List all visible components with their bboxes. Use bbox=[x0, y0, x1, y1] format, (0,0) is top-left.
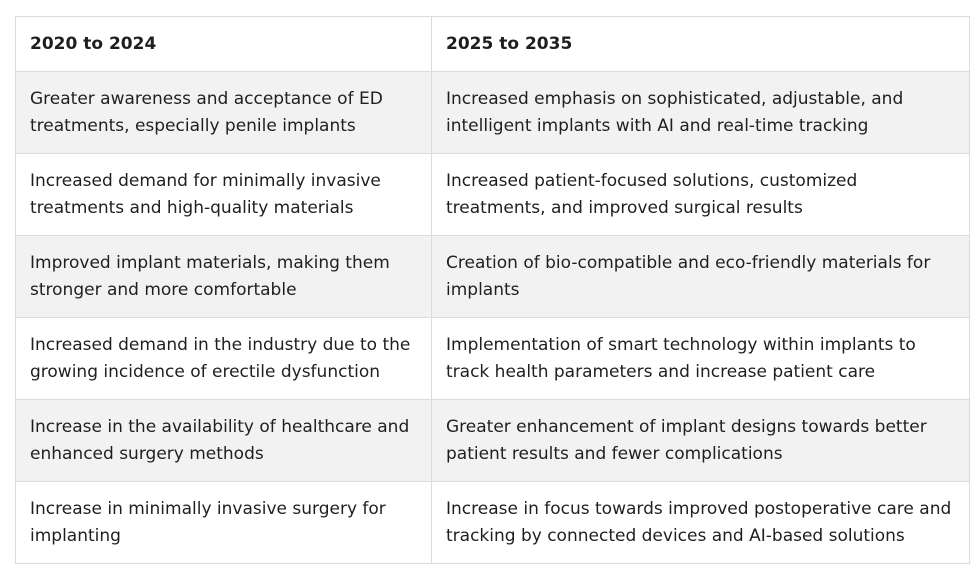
table-cell: Greater enhancement of implant designs t… bbox=[431, 399, 970, 482]
table-row: Greater awareness and acceptance of ED t… bbox=[15, 71, 970, 154]
table-row: Increased demand for minimally invasive … bbox=[15, 153, 970, 236]
table-cell: Increase in minimally invasive surgery f… bbox=[15, 481, 432, 564]
table-cell: Increased emphasis on sophisticated, adj… bbox=[431, 71, 970, 154]
table-row: Improved implant materials, making them … bbox=[15, 235, 970, 318]
table-cell: Improved implant materials, making them … bbox=[15, 235, 432, 318]
table-cell: Creation of bio-compatible and eco-frien… bbox=[431, 235, 970, 318]
column-header-2020-2024: 2020 to 2024 bbox=[15, 16, 432, 72]
table-cell: Increase in focus towards improved posto… bbox=[431, 481, 970, 564]
comparison-table-container: 2020 to 2024 2025 to 2035 Greater awaren… bbox=[15, 16, 970, 564]
column-header-2025-2035: 2025 to 2035 bbox=[431, 16, 970, 72]
table-cell: Increased patient-focused solutions, cus… bbox=[431, 153, 970, 236]
table-cell: Increased demand for minimally invasive … bbox=[15, 153, 432, 236]
table-cell: Increased demand in the industry due to … bbox=[15, 317, 432, 400]
table-row: Increase in minimally invasive surgery f… bbox=[15, 481, 970, 564]
table-row: Increased demand in the industry due to … bbox=[15, 317, 970, 400]
table-row: Increase in the availability of healthca… bbox=[15, 399, 970, 482]
table-header-row: 2020 to 2024 2025 to 2035 bbox=[15, 16, 970, 72]
table-cell: Implementation of smart technology withi… bbox=[431, 317, 970, 400]
table-cell: Increase in the availability of healthca… bbox=[15, 399, 432, 482]
table-cell: Greater awareness and acceptance of ED t… bbox=[15, 71, 432, 154]
comparison-table: 2020 to 2024 2025 to 2035 Greater awaren… bbox=[15, 16, 970, 564]
